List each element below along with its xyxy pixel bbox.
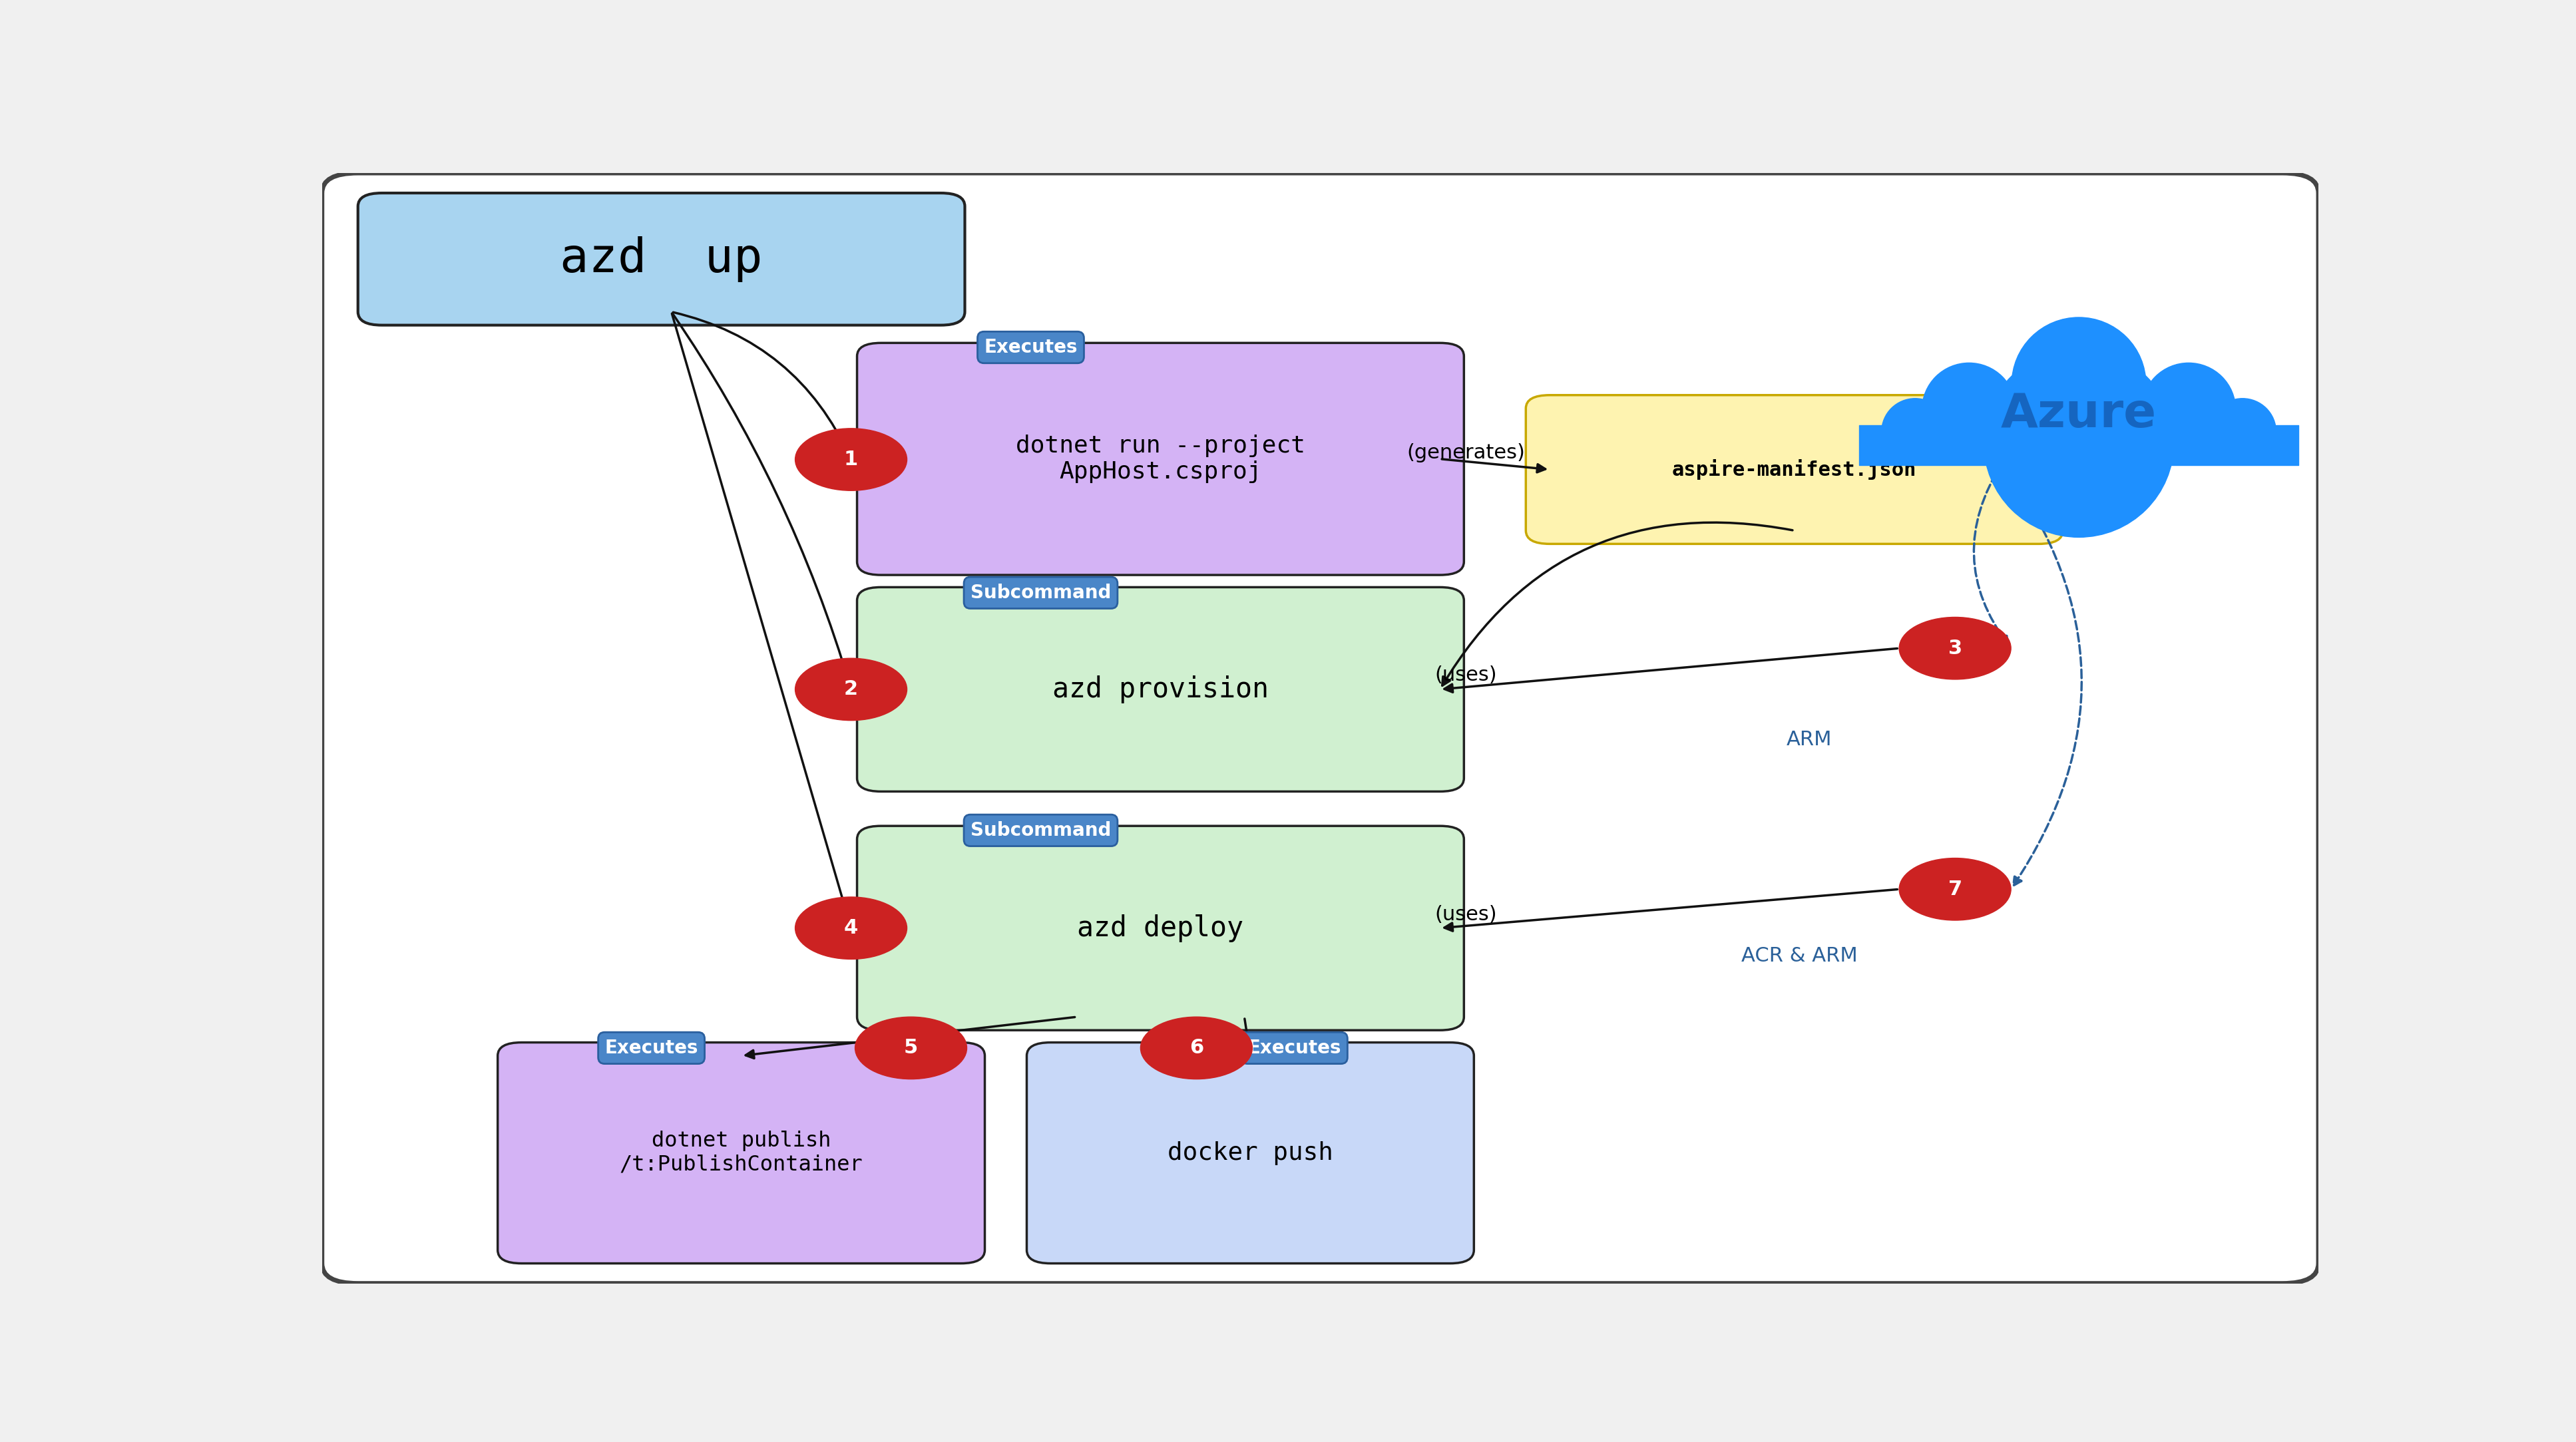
FancyBboxPatch shape [497,1043,984,1263]
Circle shape [1141,1017,1252,1079]
Text: dotnet publish
/t:PublishContainer: dotnet publish /t:PublishContainer [618,1131,863,1175]
Circle shape [796,428,907,490]
Text: docker push: docker push [1167,1141,1334,1165]
Text: (uses): (uses) [1435,906,1497,924]
Ellipse shape [2141,363,2236,456]
Text: 7: 7 [1947,880,1963,898]
FancyBboxPatch shape [322,173,2318,1283]
Circle shape [796,897,907,959]
Text: 6: 6 [1190,1038,1203,1057]
FancyBboxPatch shape [1525,395,2063,544]
Circle shape [1899,858,2012,920]
Text: 1: 1 [845,450,858,469]
Text: ACR & ARM: ACR & ARM [1741,946,1857,966]
Text: aspire-manifest.json: aspire-manifest.json [1672,459,1917,480]
Text: azd provision: azd provision [1054,675,1267,704]
Ellipse shape [2012,317,2146,450]
Text: 5: 5 [904,1038,917,1057]
Text: 3: 3 [1947,639,1963,658]
Text: azd deploy: azd deploy [1077,914,1244,942]
FancyBboxPatch shape [358,193,966,324]
Circle shape [796,658,907,721]
Circle shape [855,1017,966,1079]
FancyBboxPatch shape [858,587,1463,792]
FancyBboxPatch shape [858,826,1463,1030]
Text: Subcommand: Subcommand [971,820,1110,839]
Text: Executes: Executes [605,1038,698,1057]
FancyBboxPatch shape [858,343,1463,575]
Ellipse shape [1984,349,2174,538]
Text: Executes: Executes [1247,1038,1342,1057]
Text: (generates): (generates) [1406,443,1525,463]
Text: 4: 4 [845,919,858,937]
Text: 2: 2 [845,679,858,699]
Text: Executes: Executes [984,337,1077,356]
FancyBboxPatch shape [1028,1043,1473,1263]
Text: azd  up: azd up [559,236,762,283]
Text: Subcommand: Subcommand [971,584,1110,603]
Text: Azure: Azure [2002,391,2156,437]
Ellipse shape [1922,363,2017,456]
Ellipse shape [2210,398,2277,466]
Ellipse shape [1880,398,1947,466]
Text: dotnet run --project
AppHost.csproj: dotnet run --project AppHost.csproj [1015,434,1306,483]
Circle shape [1899,617,2012,679]
Text: (uses): (uses) [1435,665,1497,685]
Text: ARM: ARM [1788,730,1832,748]
